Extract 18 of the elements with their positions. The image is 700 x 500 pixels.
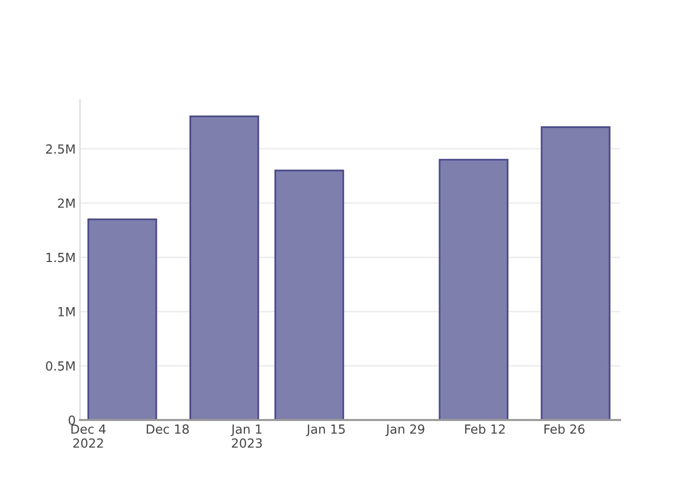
x-tick-label: Feb 26 [544, 424, 584, 434]
x-tick-label: Jan 29 [385, 424, 424, 436]
y-tick-label: 1.5M [46, 252, 75, 262]
bar [540, 126, 610, 420]
bar [189, 115, 260, 420]
y-tick-label: 0 [68, 415, 76, 425]
bar [274, 170, 344, 420]
y-tick-label: 2M [58, 198, 75, 208]
x-tick-label: Dec 4 2022 [71, 424, 106, 448]
y-tick-label: 1M [58, 307, 75, 316]
x-tick-label: Feb 12 [465, 424, 505, 434]
x-tick-label: Jan 1 2023 [230, 424, 262, 448]
x-tick-label: Jan 15 [306, 424, 345, 436]
y-tick-label: 0.5M [46, 361, 75, 371]
bar [87, 218, 158, 420]
x-tick-label: Dec 18 [146, 424, 189, 434]
y-tick-label: 2.5M [46, 144, 75, 154]
bar [438, 158, 508, 420]
